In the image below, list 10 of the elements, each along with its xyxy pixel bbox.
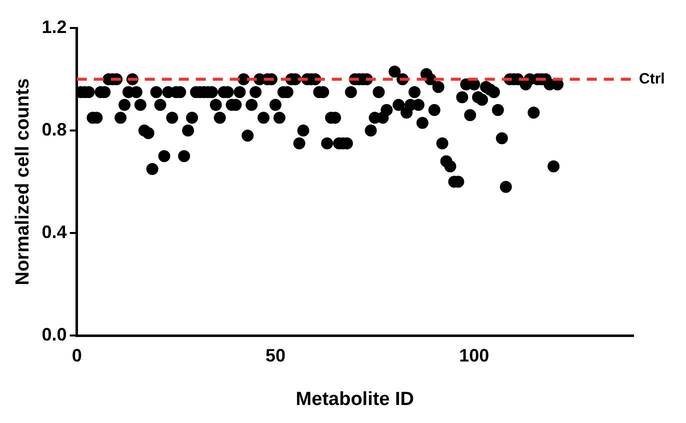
y-axis-title: Normalized cell counts <box>12 78 34 286</box>
y-tick-label: 0.4 <box>42 222 67 242</box>
x-tick-label: 0 <box>72 345 82 366</box>
x-tick-label: 50 <box>265 345 286 366</box>
ref-line-label: Ctrl <box>639 70 665 88</box>
y-tick-label: 0.0 <box>42 324 67 345</box>
x-tick-label: 100 <box>459 345 490 366</box>
y-tick-label: 0.8 <box>42 120 67 140</box>
x-axis-title: Metabolite ID <box>296 388 414 410</box>
y-tick-label: 1.2 <box>42 16 67 37</box>
